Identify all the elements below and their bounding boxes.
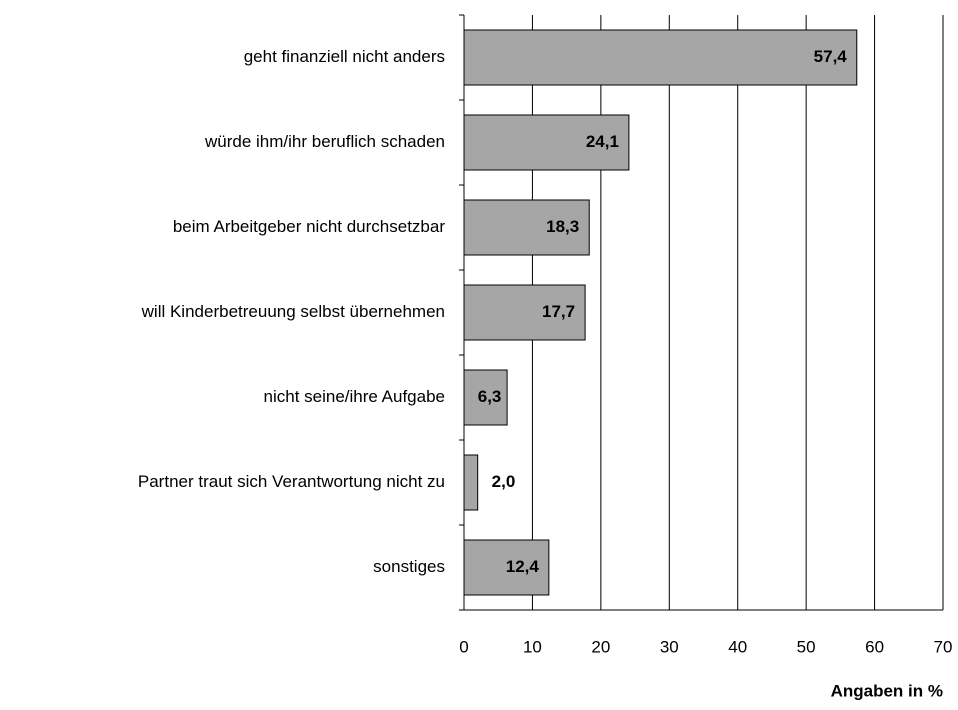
y-tick-label: nicht seine/ihre Aufgabe — [264, 387, 445, 406]
value-label: 17,7 — [542, 302, 575, 321]
bar — [463, 284, 586, 341]
bar — [463, 199, 590, 256]
value-label: 18,3 — [546, 217, 579, 236]
x-tick-label: 20 — [591, 637, 610, 656]
y-tick-label: Partner traut sich Verantwortung nicht z… — [138, 472, 445, 491]
bar — [463, 539, 550, 596]
y-tick-label: würde ihm/ihr beruflich schaden — [204, 132, 445, 151]
y-tick-label: geht finanziell nicht anders — [244, 47, 445, 66]
x-tick-label: 60 — [865, 637, 884, 656]
value-label: 24,1 — [586, 132, 619, 151]
bar — [463, 454, 479, 511]
x-tick-label: 70 — [934, 637, 953, 656]
y-tick-label: sonstiges — [373, 557, 445, 576]
x-tick-label: 40 — [728, 637, 747, 656]
value-label: 2,0 — [492, 472, 516, 491]
x-tick-label: 10 — [523, 637, 542, 656]
value-label: 57,4 — [814, 47, 848, 66]
bar — [463, 114, 630, 171]
value-label: 6,3 — [478, 387, 502, 406]
bar — [463, 29, 858, 86]
y-tick-label: will Kinderbetreuung selbst übernehmen — [141, 302, 445, 321]
value-label: 12,4 — [506, 557, 540, 576]
x-tick-label: 30 — [660, 637, 679, 656]
bar — [463, 369, 508, 426]
x-tick-label: 0 — [459, 637, 468, 656]
y-tick-label: beim Arbeitgeber nicht durchsetzbar — [173, 217, 445, 236]
x-axis-label: Angaben in % — [831, 681, 943, 700]
x-tick-label: 50 — [797, 637, 816, 656]
